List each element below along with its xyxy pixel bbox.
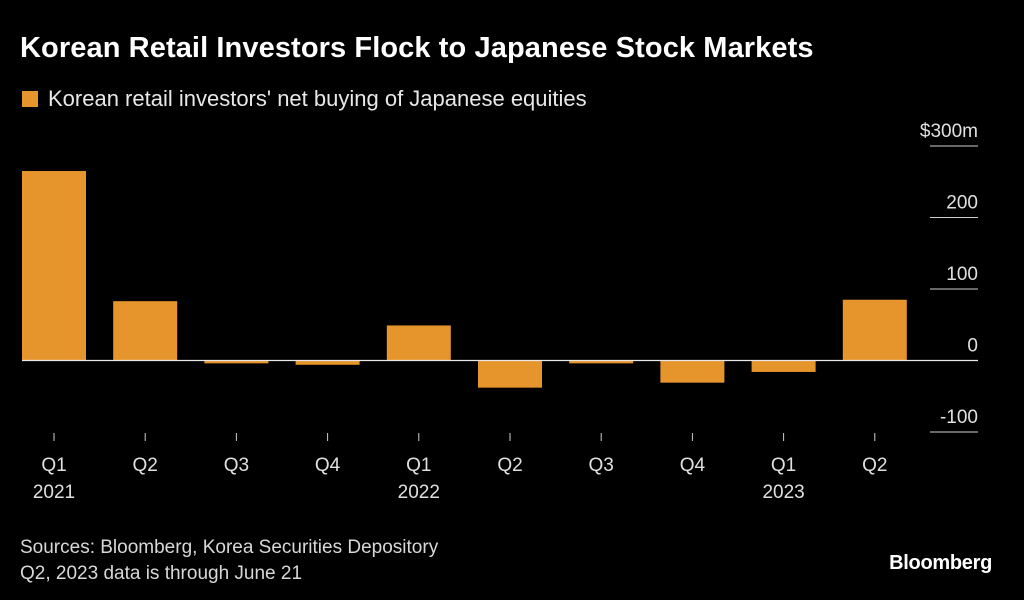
x-tick-label: Q4 bbox=[315, 455, 341, 476]
y-tick-label: 100 bbox=[946, 264, 978, 285]
bar bbox=[660, 360, 725, 383]
x-tick-label: Q2 bbox=[133, 455, 158, 476]
x-tick-label: Q4 bbox=[680, 455, 706, 476]
y-tick-label: 0 bbox=[967, 336, 978, 357]
x-tick-label: Q1 bbox=[41, 455, 66, 476]
x-year-label: 2021 bbox=[33, 482, 75, 503]
bloomberg-logo: Bloomberg bbox=[889, 552, 992, 574]
legend-label: Korean retail investors' net buying of J… bbox=[48, 86, 587, 111]
data-note: Q2, 2023 data is through June 21 bbox=[20, 563, 303, 584]
x-tick-label: Q1 bbox=[406, 455, 431, 476]
bar bbox=[113, 301, 178, 361]
x-year-label: 2022 bbox=[398, 482, 440, 503]
bar bbox=[569, 360, 634, 364]
legend: Korean retail investors' net buying of J… bbox=[22, 86, 587, 112]
x-tick-label: Q2 bbox=[862, 455, 887, 476]
bar bbox=[478, 360, 542, 388]
sources-note: Sources: Bloomberg, Korea Securities Dep… bbox=[20, 537, 439, 558]
y-tick-label: -100 bbox=[940, 407, 978, 428]
bar bbox=[22, 171, 86, 361]
y-tick-label: $300m bbox=[920, 121, 978, 142]
legend-swatch bbox=[22, 91, 38, 107]
bar bbox=[751, 360, 816, 372]
bar bbox=[842, 299, 907, 361]
bar bbox=[295, 360, 360, 365]
x-tick-label: Q2 bbox=[497, 455, 522, 476]
y-tick-label: 200 bbox=[946, 193, 978, 214]
bar bbox=[386, 325, 451, 361]
x-year-label: 2023 bbox=[762, 482, 804, 503]
x-tick-label: Q1 bbox=[771, 455, 796, 476]
chart-title: Korean Retail Investors Flock to Japanes… bbox=[20, 32, 814, 64]
x-tick-label: Q3 bbox=[224, 455, 249, 476]
bar bbox=[204, 360, 269, 364]
x-tick-label: Q3 bbox=[589, 455, 614, 476]
footer: Sources: Bloomberg, Korea Securities Dep… bbox=[20, 535, 438, 587]
